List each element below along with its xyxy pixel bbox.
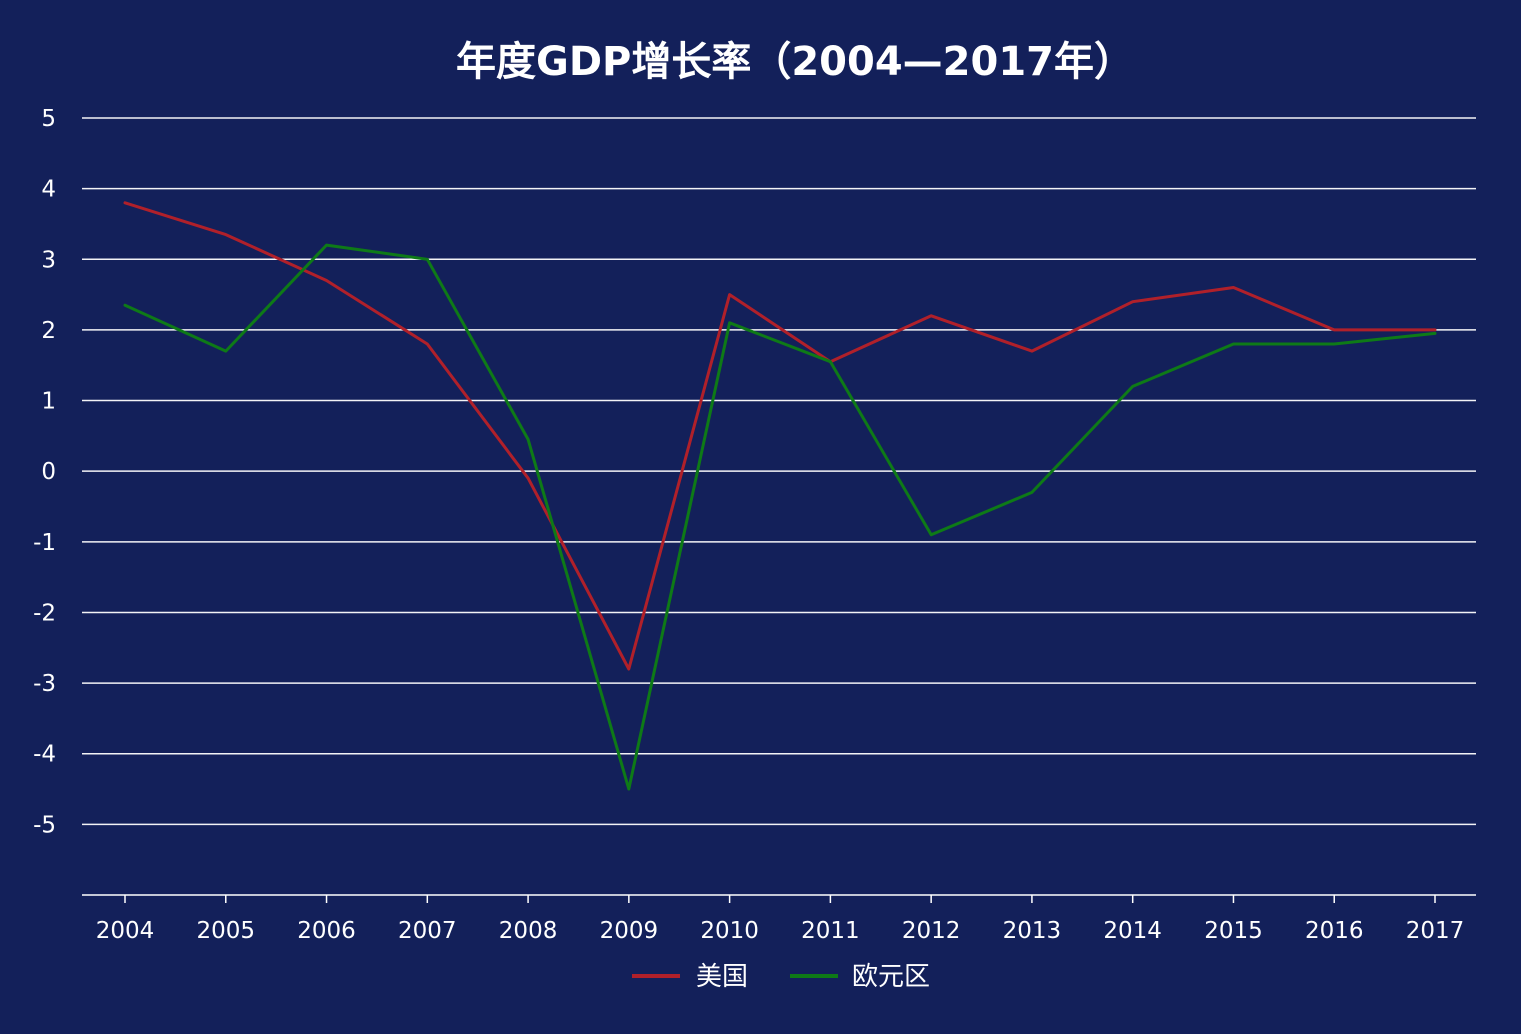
y-tick-label: 3: [41, 247, 56, 273]
x-tick-label: 2015: [1204, 918, 1263, 944]
x-tick-label: 2012: [902, 918, 961, 944]
series-line-0: [123, 201, 1437, 671]
x-tick-label: 2017: [1406, 918, 1465, 944]
chart-title: 年度GDP增长率（2004—2017年）: [456, 39, 1134, 85]
x-tick-label: 2007: [398, 918, 457, 944]
x-tick-label: 2014: [1103, 918, 1162, 944]
x-tick-label: 2008: [499, 918, 558, 944]
series-line-1: [123, 243, 1437, 791]
x-tick-label: 2016: [1305, 918, 1364, 944]
y-tick-label: -4: [33, 742, 56, 768]
legend: 美国 欧元区: [632, 962, 930, 992]
x-tick-label: 2009: [600, 918, 659, 944]
y-axis-tick-labels: 5 4 3 2 1 0 -1 -2 -3 -4 -5: [33, 106, 56, 838]
legend-label-0: 美国: [696, 962, 748, 992]
x-tick-label: 2013: [1003, 918, 1062, 944]
x-tick-label: 2004: [96, 918, 155, 944]
series-lines: [123, 201, 1437, 791]
y-tick-label: -2: [33, 600, 56, 626]
x-axis: 2004 2005 2006 2007 2008 2009 2010 2011 2012 2013…: [82, 894, 1476, 944]
y-tick-label: 4: [41, 177, 56, 203]
y-tick-label: -5: [33, 812, 56, 838]
x-tick-label: 2005: [196, 918, 255, 944]
y-tick-label: 0: [41, 459, 56, 485]
x-tick-label: 2010: [700, 918, 759, 944]
y-tick-label: 2: [41, 318, 56, 344]
y-tick-label: 5: [41, 106, 56, 132]
y-tick-label: -1: [33, 530, 56, 556]
x-tick-label: 2011: [801, 918, 860, 944]
x-tick-label: 2006: [297, 918, 356, 944]
y-tick-label: 1: [41, 389, 56, 415]
legend-label-1: 欧元区: [852, 962, 930, 992]
gridlines: [82, 117, 1476, 826]
y-tick-label: -3: [33, 671, 56, 697]
